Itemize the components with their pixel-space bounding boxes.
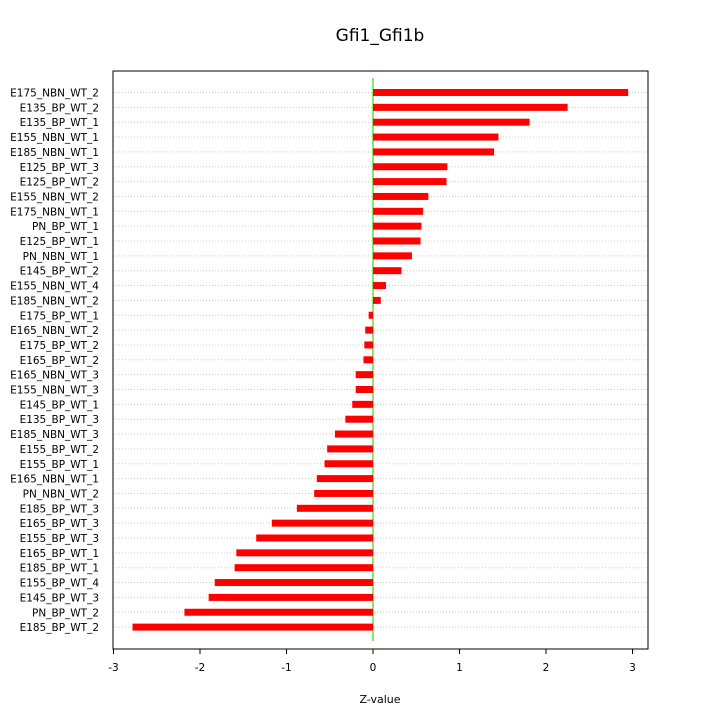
x-tick-label: 0 (370, 662, 377, 674)
y-tick-label: E175_BP_WT_2 (20, 340, 99, 352)
y-tick-label: E155_NBN_WT_3 (10, 385, 99, 397)
y-tick-label: E165_NBN_WT_3 (10, 370, 99, 382)
y-tick-label: E155_BP_WT_2 (20, 444, 99, 456)
bar (296, 504, 373, 512)
bar (324, 460, 373, 468)
x-tick-label: -2 (195, 662, 205, 674)
x-tick-label: 3 (629, 662, 636, 674)
bar (373, 178, 447, 186)
y-tick-label: E155_NBN_WT_2 (10, 191, 99, 203)
y-tick-label: E165_NBN_WT_2 (10, 325, 99, 337)
x-tick-label: 2 (543, 662, 550, 674)
bar (373, 252, 412, 260)
bar (373, 237, 421, 245)
bar (365, 326, 373, 334)
chart-title: Gfi1_Gfi1b (336, 26, 425, 46)
bar (327, 445, 373, 453)
y-tick-label: E125_BP_WT_1 (20, 236, 99, 248)
bar (363, 356, 373, 364)
y-tick-label: E125_BP_WT_2 (20, 177, 99, 189)
y-tick-label: E185_BP_WT_2 (20, 622, 99, 634)
y-tick-label: PN_NBN_WT_2 (23, 488, 99, 500)
x-tick-label: -1 (281, 662, 291, 674)
bar (364, 341, 373, 349)
y-tick-label: E155_BP_WT_3 (20, 533, 99, 545)
bar (355, 386, 373, 393)
bar (236, 549, 373, 557)
bar (373, 118, 530, 126)
bar (314, 489, 373, 497)
y-tick-label: E165_BP_WT_2 (20, 355, 99, 367)
bar (373, 222, 422, 230)
y-tick-label: E185_NBN_WT_2 (10, 295, 99, 307)
x-axis: -3 -2 -1 0 1 2 3 (108, 649, 636, 674)
bar (208, 593, 373, 601)
x-tick-label: 1 (456, 662, 463, 674)
y-tick-label: E165_NBN_WT_1 (10, 474, 99, 486)
x-axis-title: Z-value (359, 693, 400, 706)
y-tick-label: E145_BP_WT_1 (20, 399, 99, 411)
bars (132, 89, 629, 631)
y-tick-label: E155_BP_WT_1 (20, 459, 99, 471)
bar (256, 534, 373, 542)
y-tick-label: E145_BP_WT_3 (20, 592, 99, 604)
bar (373, 207, 424, 215)
y-tick-label: E185_NBN_WT_1 (10, 147, 99, 159)
y-tick-label: E165_BP_WT_3 (20, 518, 99, 530)
bar (373, 133, 499, 141)
bar (373, 296, 381, 304)
bar (334, 430, 373, 438)
bar (316, 475, 373, 483)
bar (373, 267, 402, 275)
bar (373, 103, 568, 111)
y-tick-label: PN_BP_WT_2 (32, 607, 99, 619)
y-tick-label: E165_BP_WT_1 (20, 548, 99, 560)
y-tick-label: E185_BP_WT_3 (20, 503, 99, 515)
bar (345, 415, 373, 423)
y-tick-label: E135_BP_WT_2 (20, 102, 99, 114)
y-tick-label: PN_NBN_WT_1 (23, 251, 99, 263)
y-tick-label: E125_BP_WT_3 (20, 162, 99, 174)
bar (373, 282, 386, 290)
y-tick-label: E155_NBN_WT_1 (10, 132, 99, 144)
y-tick-label: E185_BP_WT_1 (20, 563, 99, 575)
y-tick-label: PN_BP_WT_1 (32, 221, 99, 233)
y-tick-label: E135_BP_WT_3 (20, 414, 99, 426)
bar (373, 163, 448, 171)
y-tick-label: E185_NBN_WT_3 (10, 429, 99, 441)
y-tick-label: E175_BP_WT_1 (20, 310, 99, 322)
bar (214, 579, 373, 587)
bar (373, 89, 629, 96)
y-tick-label: E175_NBN_WT_1 (10, 206, 99, 218)
bar (132, 623, 373, 631)
y-tick-label: E135_BP_WT_1 (20, 117, 99, 129)
x-tick-label: -3 (108, 662, 118, 674)
bar (352, 400, 373, 408)
plot-frame (112, 70, 649, 650)
bar (271, 519, 373, 527)
y-tick-label: E175_NBN_WT_2 (10, 88, 99, 100)
bar (373, 148, 495, 156)
y-axis-labels: E175_NBN_WT_2 E135_BP_WT_2 E135_BP_WT_1 E15… (10, 88, 99, 635)
bar (368, 311, 373, 319)
bar (373, 192, 429, 200)
bar (355, 371, 373, 379)
y-tick-label: E155_BP_WT_4 (20, 578, 100, 590)
y-tick-label: E155_NBN_WT_4 (10, 281, 99, 293)
bar (234, 564, 373, 572)
bar (184, 608, 373, 616)
y-tick-label: E145_BP_WT_2 (20, 266, 99, 278)
